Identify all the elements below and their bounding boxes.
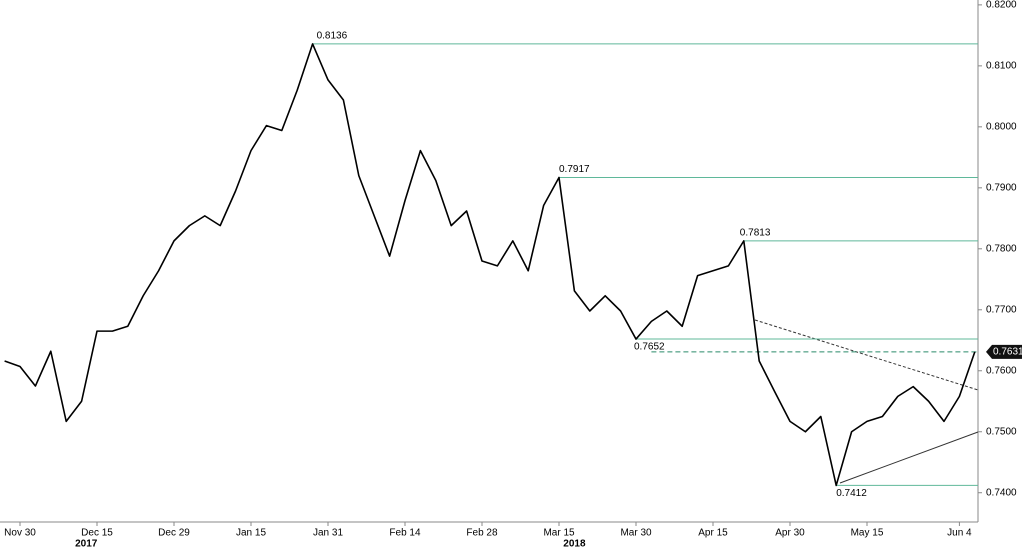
x-tick-label: May 15 — [851, 528, 884, 539]
year-label: 2018 — [563, 539, 586, 549]
y-tick-label: 0.7500 — [986, 426, 1017, 437]
x-tick-label: Apr 30 — [775, 528, 805, 539]
y-tick-label: 0.8100 — [986, 61, 1017, 72]
y-tick-label: 0.8000 — [986, 121, 1017, 132]
x-tick-label: Jun 4 — [947, 528, 972, 539]
y-tick-label: 0.7700 — [986, 304, 1017, 315]
x-tick-label: Dec 15 — [81, 528, 113, 539]
y-tick-label: 0.7600 — [986, 365, 1017, 376]
price-line — [4, 43, 976, 487]
x-tick-label: Jan 15 — [236, 528, 266, 539]
x-tick-label: Dec 29 — [158, 528, 190, 539]
y-tick-label: 0.8200 — [986, 0, 1017, 11]
level-label: 0.7917 — [559, 164, 590, 175]
last-price-label: 0.7631 — [993, 347, 1024, 358]
x-tick-label: Mar 15 — [543, 528, 575, 539]
year-label: 2017 — [75, 539, 98, 549]
y-tick-label: 0.7800 — [986, 243, 1017, 254]
x-tick-label: Feb 28 — [466, 528, 498, 539]
y-tick-label: 0.7400 — [986, 487, 1017, 498]
level-label: 0.7412 — [836, 488, 867, 499]
x-tick-label: Apr 15 — [698, 528, 728, 539]
trend-line-down — [754, 319, 979, 391]
x-tick-label: Nov 30 — [4, 528, 36, 539]
x-tick-label: Mar 30 — [620, 528, 652, 539]
last-price-box — [986, 344, 1022, 359]
trend-line-up — [839, 431, 979, 484]
x-tick-label: Jan 31 — [313, 528, 343, 539]
level-label: 0.7652 — [634, 342, 665, 353]
y-tick-label: 0.7900 — [986, 182, 1017, 193]
level-label: 0.8136 — [317, 31, 348, 42]
level-label: 0.7813 — [740, 228, 771, 239]
x-tick-label: Feb 14 — [389, 528, 421, 539]
